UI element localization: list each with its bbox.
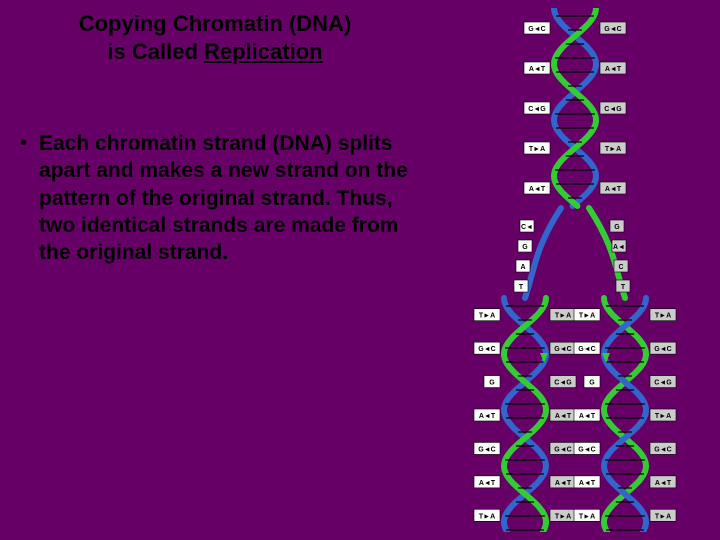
- title-line2-underlined: Replication: [204, 39, 323, 64]
- svg-text:A◄T: A◄T: [579, 480, 596, 487]
- bullet-item: • Each chromatin strand (DNA) splits apa…: [20, 130, 410, 266]
- svg-text:A◄T: A◄T: [555, 413, 572, 420]
- svg-text:C◄: C◄: [521, 224, 533, 231]
- svg-text:T: T: [519, 284, 524, 291]
- title-line2: is Called Replication: [40, 38, 390, 66]
- svg-text:G: G: [489, 380, 495, 387]
- svg-text:C◄G: C◄G: [604, 106, 622, 113]
- svg-text:G: G: [522, 244, 528, 251]
- svg-text:T►A: T►A: [655, 513, 671, 520]
- svg-text:A◄T: A◄T: [605, 66, 622, 73]
- svg-text:G: G: [614, 224, 620, 231]
- svg-text:A: A: [520, 264, 525, 271]
- svg-text:G◄C: G◄C: [554, 346, 571, 353]
- svg-text:A◄T: A◄T: [529, 186, 546, 193]
- svg-text:G◄C: G◄C: [478, 346, 495, 353]
- svg-text:A◄: A◄: [613, 244, 625, 251]
- svg-text:T►A: T►A: [479, 513, 495, 520]
- svg-text:T►A: T►A: [529, 146, 545, 153]
- svg-text:A◄T: A◄T: [605, 186, 622, 193]
- svg-text:G◄C: G◄C: [528, 26, 545, 33]
- svg-text:T: T: [621, 284, 626, 291]
- svg-text:G◄C: G◄C: [578, 446, 595, 453]
- svg-text:T►A: T►A: [655, 413, 671, 420]
- title-line2-pre: is Called: [107, 39, 204, 64]
- svg-text:C◄G: C◄G: [554, 380, 572, 387]
- svg-text:C◄G: C◄G: [654, 380, 672, 387]
- svg-text:T►A: T►A: [605, 146, 621, 153]
- svg-text:G◄C: G◄C: [554, 446, 571, 453]
- bullet-text: Each chromatin strand (DNA) splits apart…: [39, 130, 410, 266]
- svg-text:C: C: [618, 264, 623, 271]
- svg-text:A◄T: A◄T: [579, 413, 596, 420]
- bullet-glyph: •: [20, 130, 27, 156]
- svg-text:G◄C: G◄C: [478, 446, 495, 453]
- svg-text:A◄T: A◄T: [479, 413, 496, 420]
- svg-text:A◄T: A◄T: [529, 66, 546, 73]
- svg-text:C◄G: C◄G: [528, 106, 546, 113]
- svg-text:T►A: T►A: [579, 313, 595, 320]
- slide-title: Copying Chromatin (DNA) is Called Replic…: [40, 10, 390, 65]
- svg-text:T►A: T►A: [555, 513, 571, 520]
- svg-text:A◄T: A◄T: [555, 480, 572, 487]
- svg-text:A◄T: A◄T: [479, 480, 496, 487]
- svg-text:G◄C: G◄C: [578, 346, 595, 353]
- svg-text:T►A: T►A: [655, 313, 671, 320]
- svg-text:G◄C: G◄C: [604, 26, 621, 33]
- dna-replication-diagram: G◄CA◄TC◄GT►AA◄TG◄CA◄TC◄GT►AA◄TC◄GATGA◄CT…: [450, 8, 700, 532]
- svg-text:G: G: [589, 380, 595, 387]
- svg-text:G◄C: G◄C: [654, 446, 671, 453]
- svg-text:T►A: T►A: [555, 313, 571, 320]
- svg-text:T►A: T►A: [579, 513, 595, 520]
- svg-text:T►A: T►A: [479, 313, 495, 320]
- svg-text:G◄C: G◄C: [654, 346, 671, 353]
- svg-text:A◄T: A◄T: [655, 480, 672, 487]
- title-line1: Copying Chromatin (DNA): [40, 10, 390, 38]
